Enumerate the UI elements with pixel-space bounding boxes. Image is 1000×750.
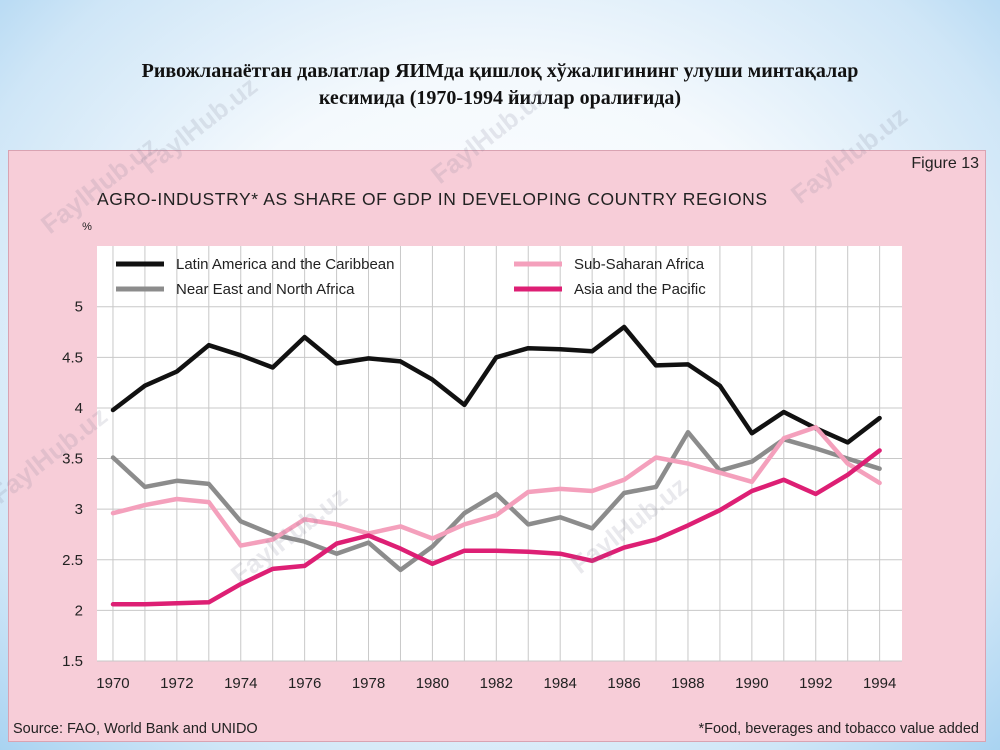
x-tick-label: 1986 xyxy=(607,675,640,692)
series-line xyxy=(110,324,882,445)
y-axis-label: % xyxy=(82,221,92,233)
source-note: Source: FAO, World Bank and UNIDO xyxy=(13,721,258,737)
x-tick-label: 1990 xyxy=(735,675,768,692)
x-tick-label: 1988 xyxy=(671,675,704,692)
figure-panel: Figure 13 AGRO-INDUSTRY* AS SHARE OF GDP… xyxy=(8,150,986,742)
y-tick-label: 2 xyxy=(75,602,83,619)
footnote: *Food, beverages and tobacco value added xyxy=(698,721,979,737)
y-tick-label: 1.5 xyxy=(62,653,83,670)
line-chart: 1.5 2 2.5 3 3.5 4 4.5 5 1970 1972 1974 1976 1978 1980… xyxy=(62,221,902,692)
x-tick-label: 1982 xyxy=(480,675,513,692)
slide-title-line1: Ривожланаётган давлатлар ЯИМда қишлоқ хў… xyxy=(141,60,859,82)
chart-title: AGRO-INDUSTRY* AS SHARE OF GDP IN DEVELO… xyxy=(97,189,768,209)
x-tick-label: 1978 xyxy=(352,675,385,692)
x-tick-label: 1994 xyxy=(863,675,896,692)
x-tick-label: 1976 xyxy=(288,675,321,692)
y-tick-label: 4 xyxy=(75,400,83,417)
slide-title-line2: кесимида (1970-1994 йиллар оралиғида) xyxy=(318,87,682,109)
slide-title: Ривожланаётган давлатлар ЯИМда қишлоқ хў… xyxy=(40,58,960,112)
y-tick-label: 3 xyxy=(75,501,83,518)
legend-entry: Latin America and the Caribbean xyxy=(176,256,394,273)
y-tick-label: 3.5 xyxy=(62,451,83,468)
series-line xyxy=(110,424,882,548)
y-tick-label: 5 xyxy=(75,299,83,316)
x-tick-label: 1992 xyxy=(799,675,832,692)
y-tick-label: 4.5 xyxy=(62,349,83,366)
legend-entry: Asia and the Pacific xyxy=(574,281,706,298)
figure-label: Figure 13 xyxy=(911,155,979,172)
x-tick-label: 1970 xyxy=(96,675,129,692)
y-tick-label: 2.5 xyxy=(62,552,83,569)
series-line xyxy=(110,448,882,607)
x-tick-label: 1974 xyxy=(224,675,257,692)
x-tick-label: 1972 xyxy=(160,675,193,692)
legend-entry: Near East and North Africa xyxy=(176,281,355,298)
x-tick-label: 1984 xyxy=(544,675,577,692)
x-tick-label: 1980 xyxy=(416,675,449,692)
series-line xyxy=(110,429,882,573)
legend-entry: Sub-Saharan Africa xyxy=(574,256,705,273)
